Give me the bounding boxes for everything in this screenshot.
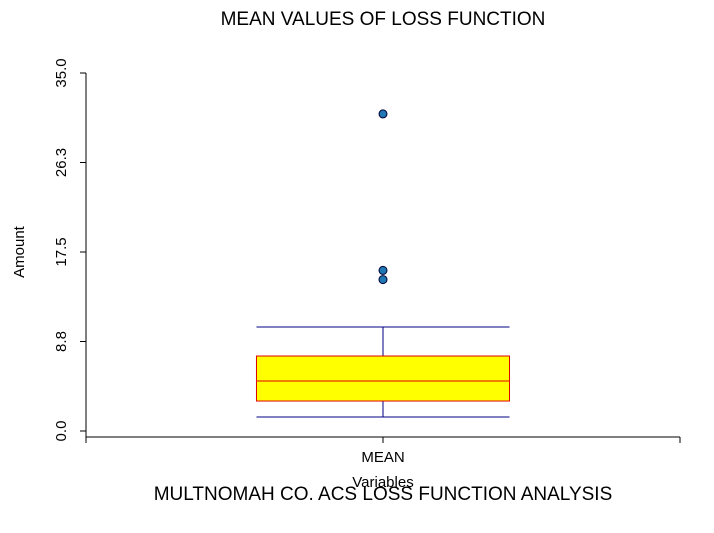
y-tick-label: 26.3 [53, 148, 70, 177]
x-tick-label: MEAN [361, 449, 404, 466]
y-tick-label: 0.0 [53, 421, 70, 442]
y-tick-label: 35.0 [53, 58, 70, 87]
chart-subtitle: MULTNOMAH CO. ACS LOSS FUNCTION ANALYSIS [154, 484, 613, 505]
outlier [378, 265, 388, 275]
outlier [378, 275, 388, 285]
y-tick-label: 8.8 [53, 331, 70, 352]
box [255, 355, 511, 402]
chart-title: MEAN VALUES OF LOSS FUNCTION [221, 9, 546, 30]
outlier [378, 109, 388, 119]
y-tick-label: 17.5 [53, 237, 70, 266]
x-axis-label: Variables [352, 474, 413, 491]
y-axis-label: Amount [11, 225, 28, 278]
